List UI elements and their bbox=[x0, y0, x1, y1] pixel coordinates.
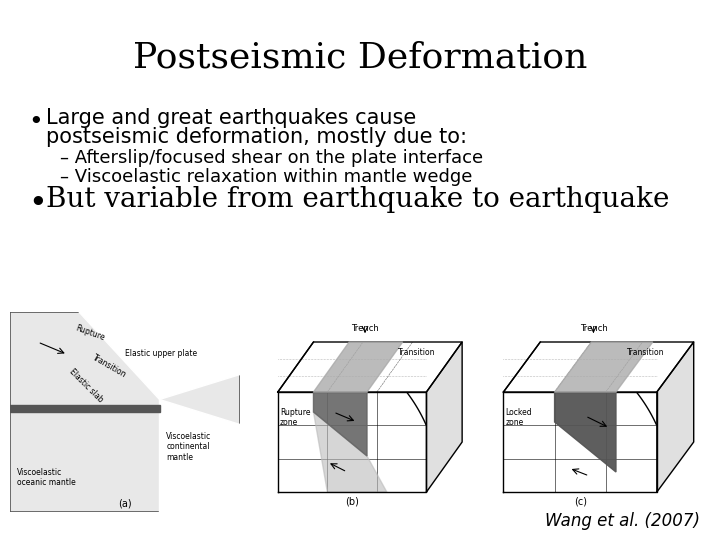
Text: •: • bbox=[28, 188, 47, 219]
Text: Wang et al. (2007): Wang et al. (2007) bbox=[545, 512, 700, 530]
Text: Elastic slab: Elastic slab bbox=[68, 367, 104, 404]
Text: Viscoelastic
oceanic mantle: Viscoelastic oceanic mantle bbox=[17, 468, 76, 487]
Text: Large and great earthquakes cause: Large and great earthquakes cause bbox=[46, 108, 416, 128]
Polygon shape bbox=[554, 392, 616, 472]
Text: Trench: Trench bbox=[351, 324, 379, 333]
Polygon shape bbox=[160, 400, 240, 512]
Text: Transition: Transition bbox=[91, 353, 127, 380]
Text: But variable from earthquake to earthquake: But variable from earthquake to earthqua… bbox=[46, 186, 670, 213]
Text: Transition: Transition bbox=[627, 348, 665, 357]
Text: – Viscoelastic relaxation within mantle wedge: – Viscoelastic relaxation within mantle … bbox=[60, 168, 472, 186]
Polygon shape bbox=[657, 342, 693, 492]
Text: Rupture: Rupture bbox=[74, 323, 106, 342]
Polygon shape bbox=[10, 404, 160, 412]
Text: •: • bbox=[28, 110, 42, 134]
Text: postseismic deformation, mostly due to:: postseismic deformation, mostly due to: bbox=[46, 127, 467, 147]
Text: Transition: Transition bbox=[397, 348, 435, 357]
Text: (c): (c) bbox=[574, 496, 587, 506]
Polygon shape bbox=[79, 312, 240, 400]
Polygon shape bbox=[313, 392, 367, 456]
Text: Rupture
zone: Rupture zone bbox=[280, 408, 310, 427]
Polygon shape bbox=[554, 342, 653, 392]
Text: Postseismic Deformation: Postseismic Deformation bbox=[132, 40, 588, 74]
Polygon shape bbox=[278, 342, 462, 392]
Text: Trench: Trench bbox=[580, 324, 608, 333]
Polygon shape bbox=[426, 342, 462, 492]
Text: Viscoelastic
continental
mantle: Viscoelastic continental mantle bbox=[166, 432, 212, 462]
Text: Locked
zone: Locked zone bbox=[505, 408, 532, 427]
Polygon shape bbox=[313, 412, 387, 492]
Text: (a): (a) bbox=[118, 498, 132, 508]
Text: – Afterslip/focused shear on the plate interface: – Afterslip/focused shear on the plate i… bbox=[60, 149, 483, 167]
Text: Elastic upper plate: Elastic upper plate bbox=[125, 349, 197, 359]
Polygon shape bbox=[503, 342, 693, 392]
Polygon shape bbox=[313, 342, 402, 392]
Text: (b): (b) bbox=[345, 496, 359, 506]
